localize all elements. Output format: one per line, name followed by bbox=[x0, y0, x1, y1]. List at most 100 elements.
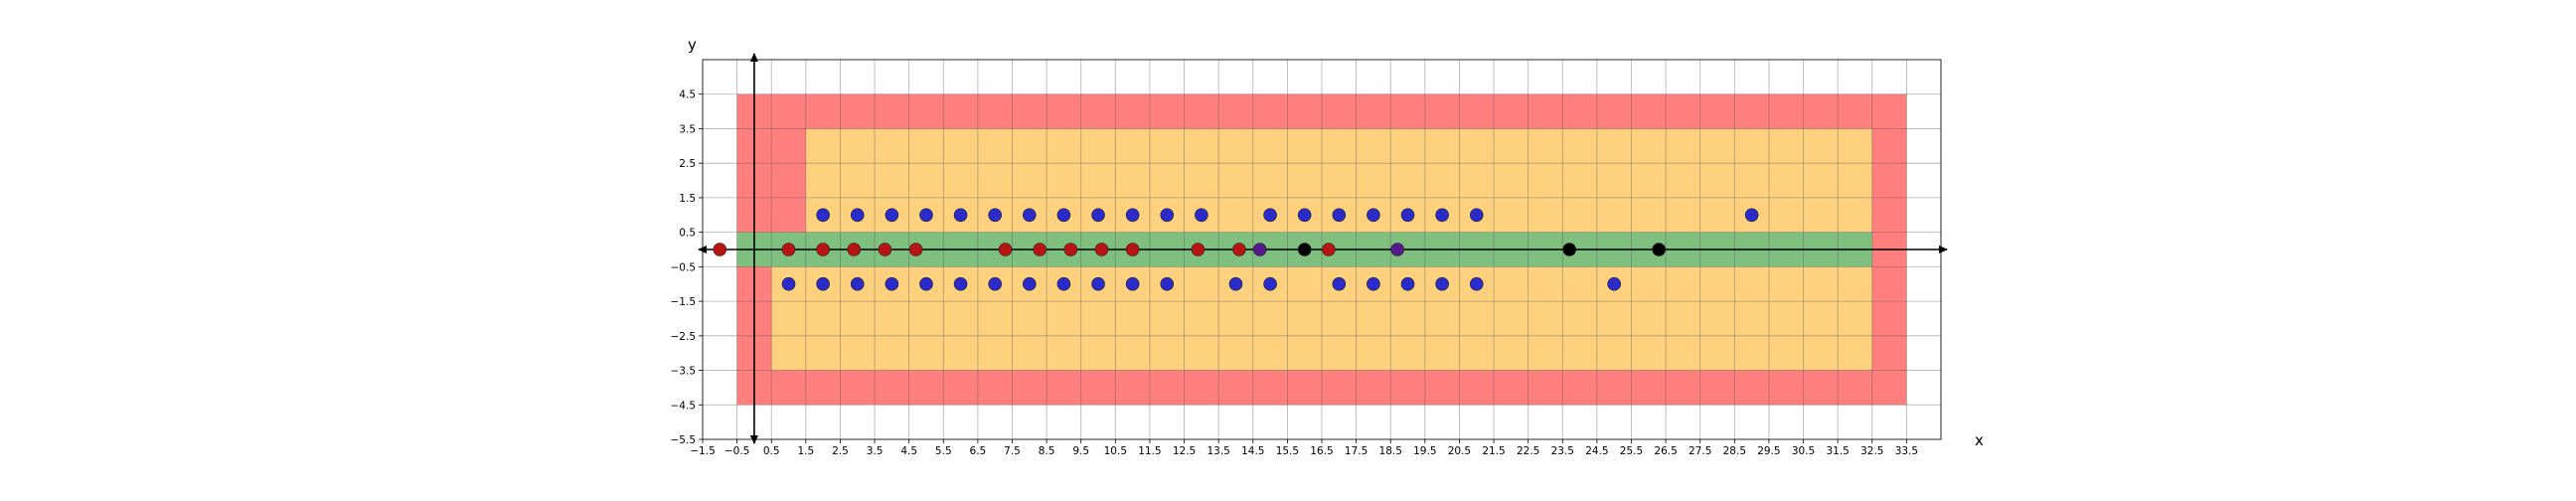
data-point bbox=[1033, 243, 1046, 256]
data-point bbox=[1160, 208, 1175, 223]
x-tick-label: 22.5 bbox=[1517, 445, 1539, 457]
data-point bbox=[1469, 208, 1484, 223]
data-point bbox=[1607, 276, 1621, 291]
data-point bbox=[1056, 276, 1071, 291]
data-point bbox=[988, 208, 1002, 223]
x-tick-label: 24.5 bbox=[1585, 445, 1608, 457]
x-tick-label: 9.5 bbox=[1072, 445, 1089, 457]
data-point bbox=[1400, 276, 1415, 291]
y-tick-label: 2.5 bbox=[679, 158, 696, 170]
y-tick-label: −0.5 bbox=[671, 261, 697, 273]
data-point bbox=[1125, 243, 1140, 256]
x-tick-label: 11.5 bbox=[1138, 445, 1161, 457]
x-tick-label: 32.5 bbox=[1860, 445, 1883, 457]
data-point bbox=[1195, 208, 1208, 223]
data-point bbox=[1744, 208, 1759, 223]
y-tick-label: 4.5 bbox=[679, 89, 696, 101]
data-point bbox=[1094, 243, 1109, 256]
x-tick-label: 29.5 bbox=[1757, 445, 1780, 457]
data-point bbox=[1562, 243, 1576, 256]
data-point bbox=[1390, 243, 1404, 256]
data-point bbox=[1469, 276, 1484, 291]
data-point bbox=[1367, 208, 1380, 223]
x-tick-label: 23.5 bbox=[1551, 445, 1574, 457]
data-point bbox=[1160, 276, 1175, 291]
x-tick-label: 30.5 bbox=[1792, 445, 1815, 457]
data-point bbox=[1023, 276, 1037, 291]
data-point bbox=[1435, 208, 1449, 223]
data-point bbox=[1228, 276, 1243, 291]
data-point bbox=[1232, 243, 1246, 256]
x-tick-label: 6.5 bbox=[970, 445, 987, 457]
y-tick-label: 0.5 bbox=[679, 228, 696, 240]
data-point bbox=[1332, 208, 1347, 223]
data-point bbox=[1332, 276, 1347, 291]
x-tick-label: 33.5 bbox=[1895, 445, 1918, 457]
data-point bbox=[1435, 276, 1449, 291]
x-tick-label: 7.5 bbox=[1004, 445, 1021, 457]
x-tick-label: −1.5 bbox=[690, 445, 716, 457]
x-tick-label: −0.5 bbox=[724, 445, 750, 457]
y-tick-label: −2.5 bbox=[671, 331, 697, 343]
x-tick-labels: −1.5 −0.5 0.5 1.5 2.5 3.5 4.5 5.5 6.5 7.5 8.5 9.5 10… bbox=[690, 439, 1918, 457]
data-point bbox=[1056, 208, 1071, 223]
data-point bbox=[850, 208, 865, 223]
y-tick-label: −3.5 bbox=[671, 366, 697, 378]
data-point bbox=[816, 243, 830, 256]
data-point bbox=[847, 243, 862, 256]
data-point bbox=[878, 243, 892, 256]
data-point bbox=[919, 208, 933, 223]
y-tick-label: −1.5 bbox=[671, 296, 697, 308]
y-tick-labels: 4.5 3.5 2.5 1.5 0.5 −0.5 −1.5 −2.5 −3.5 −4.5 −5.5 bbox=[671, 89, 703, 446]
data-point bbox=[1125, 276, 1140, 291]
x-tick-label: 26.5 bbox=[1654, 445, 1677, 457]
x-tick-label: 15.5 bbox=[1276, 445, 1299, 457]
data-point bbox=[1263, 208, 1277, 223]
x-tick-label: 12.5 bbox=[1173, 445, 1196, 457]
points-layer bbox=[713, 208, 1759, 291]
data-point bbox=[1091, 276, 1105, 291]
x-tick-label: 2.5 bbox=[832, 445, 849, 457]
x-tick-label: 20.5 bbox=[1448, 445, 1471, 457]
x-tick-label: 14.5 bbox=[1241, 445, 1264, 457]
data-point bbox=[1367, 276, 1380, 291]
data-point bbox=[1297, 208, 1312, 223]
data-point bbox=[919, 276, 933, 291]
x-tick-label: 27.5 bbox=[1689, 445, 1711, 457]
y-tick-label: 1.5 bbox=[679, 193, 696, 205]
data-point bbox=[1252, 243, 1267, 256]
data-point bbox=[908, 243, 923, 256]
data-point bbox=[1191, 243, 1206, 256]
data-point bbox=[816, 276, 830, 291]
data-point bbox=[781, 276, 796, 291]
data-point bbox=[953, 276, 968, 291]
data-point bbox=[885, 208, 899, 223]
x-axis-label: x bbox=[1975, 431, 1984, 449]
x-tick-label: 1.5 bbox=[797, 445, 814, 457]
y-tick-label: 3.5 bbox=[679, 123, 696, 135]
x-tick-label: 10.5 bbox=[1104, 445, 1127, 457]
data-point bbox=[713, 243, 727, 256]
x-tick-label: 31.5 bbox=[1826, 445, 1849, 457]
y-axis-label: y bbox=[688, 36, 697, 54]
data-point bbox=[781, 243, 796, 256]
x-tick-label: 28.5 bbox=[1723, 445, 1746, 457]
x-tick-label: 13.5 bbox=[1207, 445, 1229, 457]
x-tick-label: 5.5 bbox=[935, 445, 952, 457]
x-tick-label: 18.5 bbox=[1379, 445, 1402, 457]
data-point bbox=[988, 276, 1002, 291]
data-point bbox=[850, 276, 865, 291]
data-point bbox=[1091, 208, 1105, 223]
data-point bbox=[885, 276, 899, 291]
data-point bbox=[816, 208, 830, 223]
data-point bbox=[1263, 276, 1277, 291]
data-point bbox=[1023, 208, 1037, 223]
x-tick-label: 21.5 bbox=[1482, 445, 1505, 457]
x-tick-label: 17.5 bbox=[1345, 445, 1368, 457]
data-point bbox=[1297, 243, 1312, 256]
x-tick-label: 0.5 bbox=[763, 445, 780, 457]
data-point bbox=[1400, 208, 1415, 223]
x-tick-label: 19.5 bbox=[1413, 445, 1436, 457]
y-tick-label: −4.5 bbox=[671, 400, 697, 412]
